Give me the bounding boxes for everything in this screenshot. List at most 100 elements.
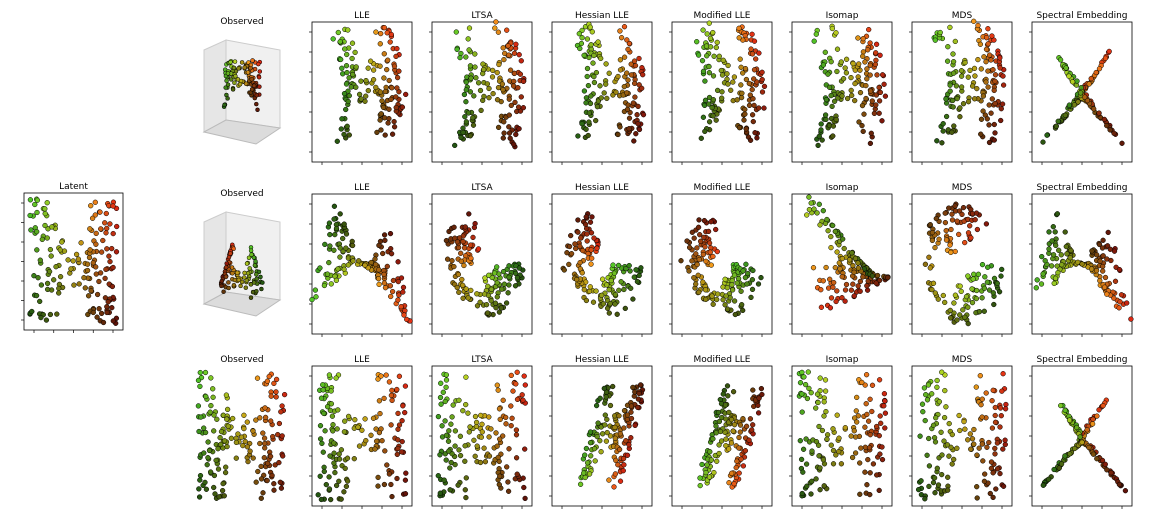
- row1-ltsa-point: [513, 131, 519, 138]
- row2-modified-lle-point: [700, 251, 706, 258]
- row1-modified-lle-point: [699, 58, 706, 64]
- row1-mds-point: [980, 93, 987, 99]
- row3-observed-point: [247, 448, 253, 454]
- row3-hessian-lle-point: [587, 440, 594, 446]
- latent-point: [109, 245, 115, 252]
- row3-hessian-lle-title: Hessian LLE: [575, 355, 629, 365]
- row3-lle-point: [403, 470, 409, 476]
- row3-ltsa-point: [472, 453, 478, 459]
- row2-observed-point: [260, 280, 265, 285]
- latent-point: [104, 225, 110, 232]
- row1-spectral-point: [1062, 112, 1068, 118]
- row1-modified-lle-point: [714, 39, 720, 46]
- row3-spectral-point: [1116, 481, 1123, 488]
- row1-observed-point: [222, 102, 227, 108]
- row2-mds-point: [981, 285, 988, 291]
- row3-hessian-lle-point: [593, 402, 600, 409]
- row2-observed-point: [219, 283, 224, 289]
- row3-hessian-lle-point: [607, 402, 614, 409]
- row3-observed-point: [210, 386, 216, 392]
- latent-point: [109, 283, 116, 290]
- row2-spectral-point: [1040, 271, 1046, 277]
- row1-lle-point: [389, 85, 395, 91]
- row1-lle-point: [396, 68, 402, 74]
- row3-modified-lle-point: [731, 481, 737, 487]
- row1-lle-point: [349, 55, 355, 62]
- row3-ltsa-point: [495, 454, 501, 461]
- row3-lle-point: [342, 418, 348, 424]
- row1-ltsa-point: [516, 126, 522, 132]
- row1-modified-lle-point: [756, 105, 762, 111]
- row2-mds-point: [960, 307, 966, 313]
- row2-ltsa-point: [465, 295, 471, 301]
- row2-modified-lle-point: [735, 275, 742, 282]
- row3-ltsa-point: [435, 473, 441, 479]
- row3-mds-point: [932, 490, 938, 496]
- row2-ltsa-point: [460, 238, 466, 245]
- row1-modified-lle-point: [700, 27, 706, 33]
- row3-lle-point: [332, 469, 338, 476]
- row3-lle-point: [342, 465, 348, 472]
- row2-ltsa-point: [451, 224, 457, 230]
- row2-modified-lle-point: [724, 306, 731, 312]
- row3-mds-point: [984, 444, 990, 450]
- row2-lle-point: [332, 231, 338, 238]
- row3-isomap-point: [877, 413, 883, 419]
- row2-spectral-point: [1052, 229, 1058, 235]
- row2-modified-lle-point: [710, 253, 716, 260]
- row3-mds-point: [931, 475, 938, 481]
- latent-point: [93, 271, 99, 277]
- row3-isomap-point: [869, 382, 876, 388]
- row2-mds-point: [991, 301, 997, 308]
- row3-isomap-point: [864, 411, 870, 418]
- row1-isomap-point: [820, 62, 827, 68]
- row1-lle-point: [348, 84, 354, 90]
- row1-lle-point: [377, 117, 383, 123]
- row1-lle-point: [346, 93, 352, 99]
- row1-lle-point: [365, 87, 371, 94]
- row1-hessian-lle-point: [624, 106, 631, 113]
- row3-mds-point: [971, 426, 977, 433]
- row1-modified-lle-point: [700, 68, 707, 74]
- row3-ltsa-point: [505, 479, 511, 485]
- latent-point: [102, 275, 108, 282]
- row3-modified-lle-point: [734, 458, 740, 464]
- row1-lle-point: [384, 66, 390, 73]
- row2-hessian-lle-point: [591, 235, 597, 241]
- row2-mds-point: [962, 239, 968, 246]
- row3-isomap-panel: Isomap: [789, 355, 893, 509]
- row2-isomap-point: [828, 233, 834, 240]
- row2-hessian-lle-point: [589, 214, 595, 220]
- row2-mds-point: [946, 205, 952, 211]
- row2-mds-point: [998, 273, 1004, 279]
- row3-mds-point: [926, 483, 932, 490]
- row2-mds-point: [963, 293, 970, 300]
- row1-isomap-panel: Isomap: [789, 11, 893, 165]
- row2-isomap-point: [843, 281, 850, 288]
- row3-mds-point: [988, 465, 995, 471]
- row2-mds-point: [983, 221, 990, 227]
- row3-modified-lle-point: [750, 387, 756, 393]
- row3-lle-point: [317, 423, 324, 429]
- row3-isomap-point: [878, 420, 884, 426]
- row2-mds-point: [965, 273, 971, 279]
- row2-spectral-point: [1064, 251, 1070, 257]
- row2-mds-point: [929, 229, 936, 236]
- row3-observed-point: [270, 433, 276, 440]
- row1-hessian-lle-point: [593, 69, 600, 76]
- row2-mds-point: [943, 227, 949, 234]
- row3-modified-lle-point: [697, 482, 703, 489]
- row3-isomap-point: [867, 396, 873, 402]
- row3-observed-point: [197, 383, 203, 390]
- row2-observed-point: [247, 266, 252, 271]
- latent-point: [100, 237, 106, 244]
- row2-ltsa-point: [466, 211, 472, 217]
- row1-hessian-lle-point: [603, 81, 609, 87]
- row1-modified-lle-point: [725, 62, 731, 69]
- row2-hessian-lle-point: [572, 241, 578, 247]
- row2-isomap-point: [806, 206, 813, 213]
- row1-lle-point: [340, 71, 346, 77]
- row3-spectral-point: [1094, 413, 1100, 419]
- row2-lle-point: [376, 267, 382, 273]
- row3-mds-point: [934, 465, 940, 471]
